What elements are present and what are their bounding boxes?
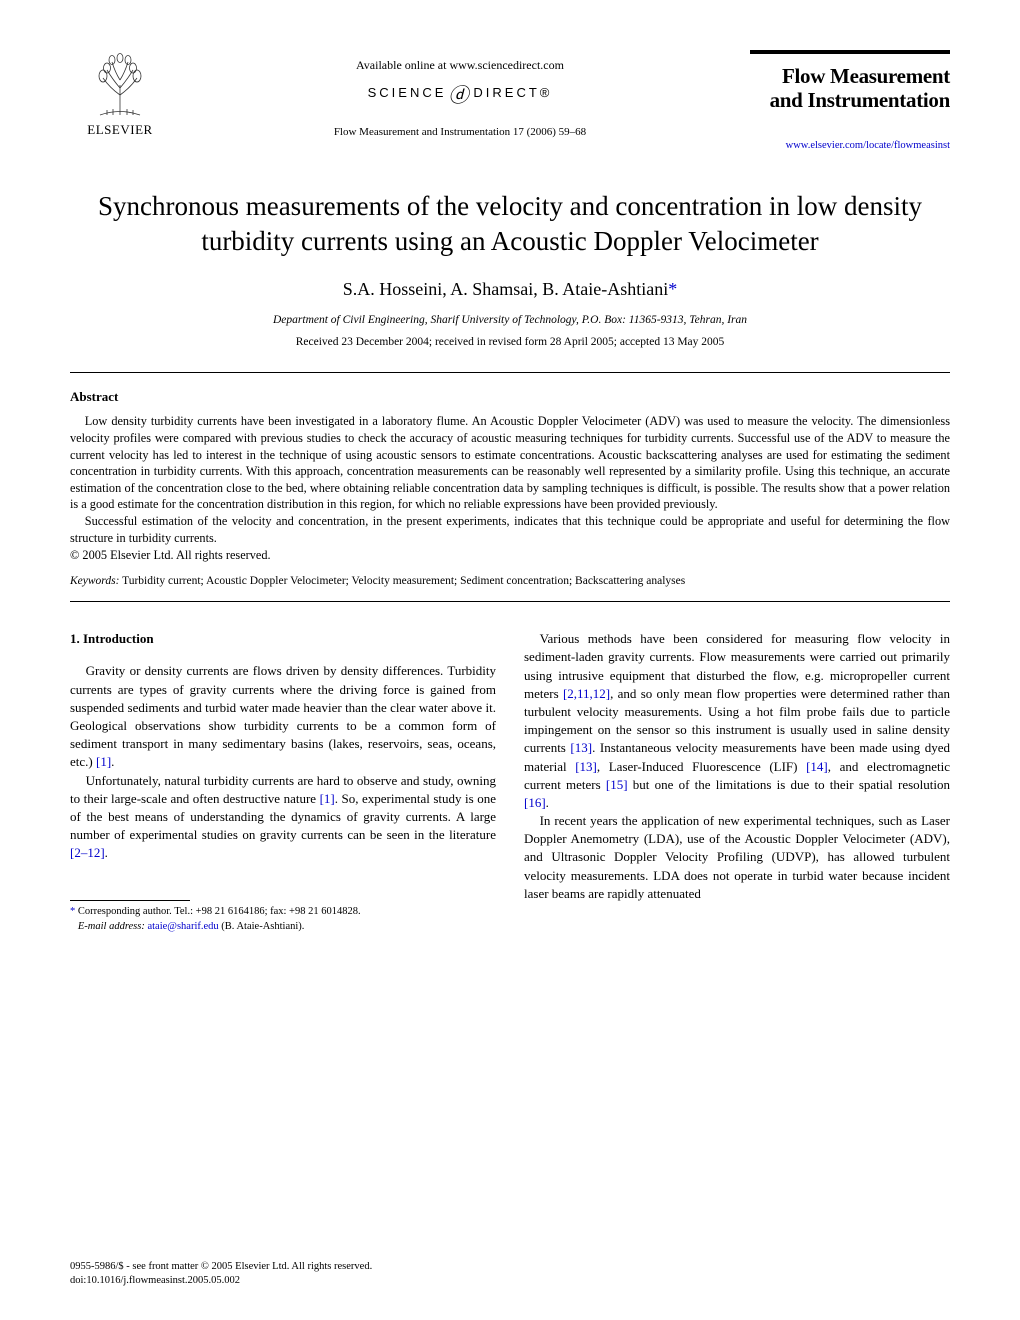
citation-line: Flow Measurement and Instrumentation 17 … [170, 126, 750, 138]
article-title: Synchronous measurements of the velocity… [70, 189, 950, 259]
sd-word2: DIRECT® [473, 85, 552, 100]
journal-name-line1: Flow Measurement [782, 64, 950, 88]
column-right: Various methods have been considered for… [524, 630, 950, 934]
abstract-body: Low density turbidity currents have been… [70, 413, 950, 546]
intro-p1: Gravity or density currents are flows dr… [70, 662, 496, 771]
footer-meta: 0955-5986/$ - see front matter © 2005 El… [70, 1260, 372, 1288]
journal-title-box: Flow Measurement and Instrumentation www… [750, 50, 950, 151]
abstract-p2: Successful estimation of the velocity an… [70, 513, 950, 546]
journal-link[interactable]: www.elsevier.com/locate/flowmeasinst [750, 140, 950, 151]
intro-p4: In recent years the application of new e… [524, 812, 950, 903]
header-row: ELSEVIER Available online at www.science… [70, 50, 950, 151]
email-person: (B. Ataie-Ashtiani). [219, 921, 305, 932]
journal-name: Flow Measurement and Instrumentation [750, 64, 950, 112]
footer-doi: doi:10.1016/j.flowmeasinst.2005.05.002 [70, 1275, 240, 1286]
column-left: 1. Introduction Gravity or density curre… [70, 630, 496, 934]
ref-link-13a[interactable]: [13] [570, 740, 592, 755]
ref-link-13b[interactable]: [13] [575, 759, 597, 774]
sd-word1: SCIENCE [368, 85, 447, 100]
keywords-label: Keywords: [70, 575, 119, 587]
science-direct-logo: SCIENCEⓓDIRECT® [170, 79, 750, 108]
publisher-name: ELSEVIER [87, 122, 152, 138]
body-columns: 1. Introduction Gravity or density curre… [70, 630, 950, 934]
elsevier-tree-icon [85, 50, 155, 120]
footer-line1: 0955-5986/$ - see front matter © 2005 El… [70, 1261, 372, 1272]
ref-link-16[interactable]: [16] [524, 795, 546, 810]
section-1-heading: 1. Introduction [70, 630, 496, 648]
rule-above-abstract [70, 372, 950, 373]
abstract-section: Abstract Low density turbidity currents … [70, 389, 950, 587]
available-online-text: Available online at www.sciencedirect.co… [170, 58, 750, 73]
corresponding-star-icon: * [668, 279, 677, 299]
keywords-text: Turbidity current; Acoustic Doppler Velo… [119, 575, 685, 587]
email-label: E-mail address: [78, 921, 145, 932]
intro-p2: Unfortunately, natural turbidity current… [70, 772, 496, 863]
article-dates: Received 23 December 2004; received in r… [70, 336, 950, 348]
footnote-star-icon: * [70, 906, 78, 917]
footnote-rule [70, 900, 190, 901]
ref-link-2-12[interactable]: [2–12] [70, 845, 105, 860]
intro-p3: Various methods have been considered for… [524, 630, 950, 812]
email-link[interactable]: ataie@sharif.edu [147, 921, 218, 932]
ref-link-15[interactable]: [15] [606, 777, 628, 792]
abstract-heading: Abstract [70, 389, 950, 405]
title-block: Synchronous measurements of the velocity… [70, 189, 950, 348]
publisher-logo-block: ELSEVIER [70, 50, 170, 138]
ref-link-1[interactable]: [1] [96, 754, 111, 769]
footnote-block: * Corresponding author. Tel.: +98 21 616… [70, 905, 496, 933]
affiliation: Department of Civil Engineering, Sharif … [70, 314, 950, 326]
journal-name-line2: and Instrumentation [770, 88, 950, 112]
ref-link-2-11-12[interactable]: [2,11,12] [563, 686, 610, 701]
authors-line: S.A. Hosseini, A. Shamsai, B. Ataie-Asht… [70, 279, 950, 300]
abstract-copyright: © 2005 Elsevier Ltd. All rights reserved… [70, 548, 950, 563]
ref-link-1b[interactable]: [1] [320, 791, 335, 806]
rule-below-abstract [70, 601, 950, 602]
abstract-p1: Low density turbidity currents have been… [70, 413, 950, 513]
ref-link-14[interactable]: [14] [806, 759, 828, 774]
keywords-line: Keywords: Turbidity current; Acoustic Do… [70, 575, 950, 587]
header-center: Available online at www.sciencedirect.co… [170, 50, 750, 138]
sciencedirect-d-icon: ⓓ [448, 79, 471, 108]
corresponding-author-text: Corresponding author. Tel.: +98 21 61641… [78, 906, 361, 917]
authors-text: S.A. Hosseini, A. Shamsai, B. Ataie-Asht… [343, 279, 669, 299]
